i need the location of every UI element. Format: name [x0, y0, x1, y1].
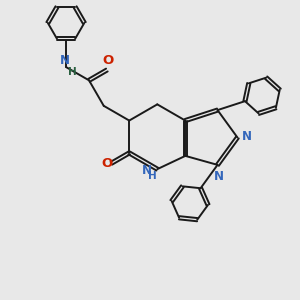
- Text: O: O: [103, 54, 114, 67]
- Text: O: O: [101, 157, 112, 170]
- Text: H: H: [68, 68, 76, 77]
- Text: N: N: [214, 170, 224, 183]
- Text: N: N: [60, 54, 70, 67]
- Text: H: H: [148, 171, 156, 181]
- Text: N: N: [142, 164, 152, 177]
- Text: N: N: [242, 130, 252, 142]
